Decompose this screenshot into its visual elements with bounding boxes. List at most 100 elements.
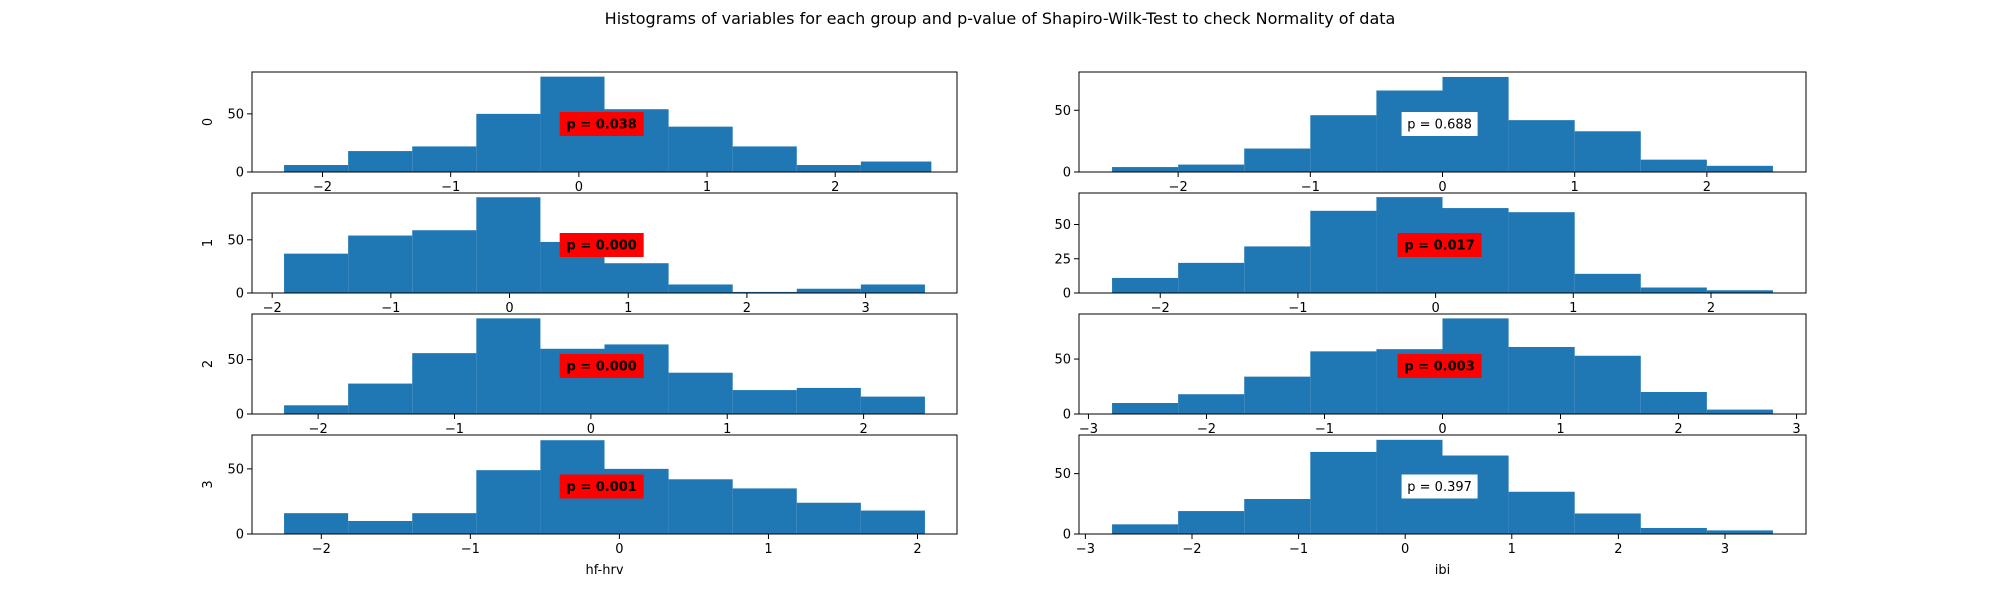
- histogram-bar: [1310, 210, 1377, 293]
- histogram-bar: [1706, 165, 1773, 172]
- histogram-bar: [1178, 164, 1245, 172]
- y-tick-label: 50: [227, 353, 244, 368]
- histogram-bar: [1310, 451, 1377, 534]
- histogram-hf-hrv-group-3: −2 −1 0 1 2 0 50 3 hf-hrv p = 0.001: [201, 434, 958, 578]
- histogram-bar: [476, 470, 541, 534]
- histogram-bar: [348, 520, 413, 534]
- histogram-bar: [796, 288, 861, 293]
- x-tick-label: −1: [461, 542, 480, 557]
- p-value-label: p = 0.397: [1407, 480, 1472, 495]
- x-tick-label: −2: [1169, 180, 1188, 195]
- p-value-label: p = 0.017: [1404, 239, 1474, 254]
- histogram-bar: [412, 513, 477, 534]
- x-tick-label: −1: [1288, 301, 1307, 316]
- histogram-ibi-group-3: −3 −2 −1 0 1 2 3 0 50 ibi p = 0.397: [1054, 434, 1807, 578]
- p-value-box: [1397, 354, 1482, 378]
- axes-frame: [251, 434, 958, 535]
- histogram-bar: [796, 165, 861, 172]
- histogram-bar: [1112, 403, 1179, 414]
- x-tick-label: 2: [1703, 180, 1711, 195]
- histogram-hf-hrv-group-1: −2 −1 0 1 2 3 0 50 1 p = 0.000: [201, 192, 958, 316]
- histogram-bar: [1640, 287, 1707, 293]
- y-tick-label: 50: [227, 233, 244, 248]
- x-tick-label: 0: [1438, 180, 1446, 195]
- histogram-bar: [732, 488, 797, 534]
- x-tick-label: 2: [743, 301, 751, 316]
- x-tick-label: 2: [913, 542, 921, 557]
- x-tick-label: −1: [381, 301, 400, 316]
- histogram-bar: [732, 390, 797, 414]
- histogram-bar: [1706, 290, 1773, 293]
- y-tick-label: 0: [1063, 528, 1071, 543]
- y-axis-label: 0: [201, 118, 216, 126]
- x-tick-label: 2: [1674, 422, 1682, 437]
- y-tick-label: 50: [227, 107, 244, 122]
- histogram-bar: [860, 396, 925, 414]
- histogram-bar: [668, 284, 733, 293]
- p-value-label: p = 0.000: [566, 239, 636, 254]
- histogram-bar: [732, 291, 797, 293]
- histogram-bar: [476, 113, 541, 172]
- y-tick-label: 0: [236, 287, 244, 302]
- histogram-bar: [732, 146, 797, 172]
- histogram-bar: [476, 318, 541, 414]
- x-tick-label: −1: [1289, 542, 1308, 557]
- histogram-bar: [1178, 262, 1245, 293]
- y-tick-label: 50: [1054, 467, 1071, 482]
- x-tick-label: 0: [587, 422, 595, 437]
- axes-frame: [251, 192, 958, 294]
- histogram-bar: [860, 510, 925, 534]
- x-tick-label: 1: [764, 542, 772, 557]
- x-tick-label: −2: [309, 422, 328, 437]
- histogram-hf-hrv-group-0: −2 −1 0 1 2 0 50 0 p = 0.038: [201, 71, 958, 195]
- histogram-bar: [412, 353, 477, 414]
- x-tick-label: −1: [445, 422, 464, 437]
- histogram-bar: [1640, 527, 1707, 534]
- x-axis-label: hf-hrv: [585, 563, 623, 578]
- histogram-bar: [1508, 346, 1575, 414]
- histogram-bar: [1244, 376, 1311, 414]
- x-tick-label: −2: [313, 180, 332, 195]
- histogram-bar: [1574, 355, 1641, 414]
- x-tick-label: 2: [1707, 301, 1715, 316]
- y-tick-label: 50: [1054, 218, 1071, 233]
- p-value-box: [1401, 474, 1478, 499]
- histogram-bar: [796, 502, 861, 534]
- histogram-bar: [284, 513, 349, 534]
- x-tick-label: 1: [1569, 301, 1577, 316]
- x-tick-label: −2: [312, 542, 331, 557]
- histogram-ibi-group-0: −2 −1 0 1 2 0 50 p = 0.688: [1054, 71, 1807, 195]
- histogram-bar: [412, 230, 477, 293]
- y-axis-label: 1: [201, 239, 216, 247]
- y-axis-label: 3: [201, 480, 216, 488]
- axes-frame: [251, 71, 958, 173]
- y-tick-label: 0: [1063, 287, 1071, 302]
- histogram-bar: [284, 405, 349, 414]
- p-value-label: p = 0.001: [566, 480, 636, 495]
- histogram-bar: [476, 197, 541, 293]
- histogram-bar: [412, 146, 477, 172]
- histogram-bar: [668, 126, 733, 172]
- histogram-ibi-group-2: −3 −2 −1 0 1 2 3 0 50 p = 0.003: [1054, 313, 1807, 437]
- histogram-bar: [1310, 115, 1377, 172]
- histogram-bar: [1574, 273, 1641, 293]
- histogram-bar: [1706, 409, 1773, 414]
- axes-frame: [251, 313, 958, 415]
- y-tick-label: 50: [227, 462, 244, 477]
- axes-frame: [1078, 192, 1807, 294]
- histogram-bar: [860, 161, 932, 172]
- x-tick-label: −3: [1076, 542, 1095, 557]
- histogram-bar: [1244, 246, 1311, 293]
- p-value-box: [1401, 112, 1478, 136]
- histogram-bar: [1508, 491, 1575, 534]
- x-tick-label: −2: [1182, 542, 1201, 557]
- y-tick-label: 0: [1063, 408, 1071, 423]
- axes-frame: [1078, 434, 1807, 535]
- histogram-bar: [284, 165, 349, 172]
- histogram-bar: [348, 151, 413, 172]
- histogram-bar: [604, 263, 669, 293]
- p-value-label: p = 0.003: [1404, 360, 1474, 375]
- p-value-box: [559, 112, 644, 136]
- figure-title: Histograms of variables for each group a…: [605, 9, 1396, 28]
